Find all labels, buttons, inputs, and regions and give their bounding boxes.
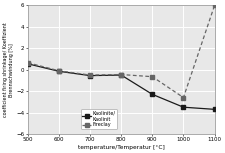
Fireclay — [182, 97, 185, 99]
Line: Kaolinite/
Kaolinit: Kaolinite/ Kaolinit — [26, 62, 216, 111]
X-axis label: temperature/Temperatur [°C]: temperature/Temperatur [°C] — [78, 145, 165, 149]
Y-axis label: coefficient firing shrinkage/ Koeffizient
Brennschwindung [%]: coefficient firing shrinkage/ Koeffizien… — [3, 22, 14, 117]
Fireclay — [151, 76, 154, 78]
Fireclay — [213, 5, 216, 6]
Kaolinite/
Kaolinit — [182, 106, 185, 108]
Line: Fireclay: Fireclay — [26, 4, 216, 99]
Legend: Kaolinite/
Kaolinit, Fireclay: Kaolinite/ Kaolinit, Fireclay — [81, 109, 117, 129]
Kaolinite/
Kaolinit — [213, 108, 216, 110]
Kaolinite/
Kaolinit — [151, 93, 154, 95]
Kaolinite/
Kaolinit — [58, 70, 60, 72]
Fireclay — [120, 74, 123, 75]
Kaolinite/
Kaolinit — [89, 75, 92, 76]
Fireclay — [58, 70, 60, 72]
Kaolinite/
Kaolinit — [120, 74, 123, 76]
Fireclay — [89, 74, 92, 76]
Kaolinite/
Kaolinit — [27, 63, 29, 65]
Fireclay — [27, 62, 29, 64]
